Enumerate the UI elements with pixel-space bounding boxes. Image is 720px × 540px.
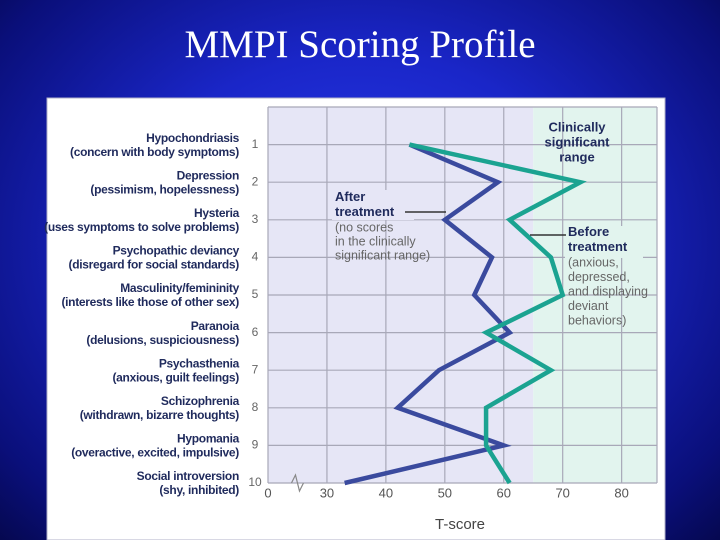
x-tick-label: 60 — [497, 485, 511, 500]
category-description: (withdrawn, bizarre thoughts) — [80, 408, 240, 422]
slide-title: MMPI Scoring Profile — [184, 23, 536, 66]
category-description: (anxious, guilt feelings) — [112, 370, 239, 384]
annotation: in the clinically — [335, 234, 416, 248]
category-description: (shy, inhibited) — [159, 483, 239, 497]
x-tick-label: 40 — [379, 485, 393, 500]
category-description: (interests like those of other sex) — [61, 295, 239, 309]
annotation: deviant — [568, 299, 609, 313]
annotation: range — [559, 149, 594, 164]
annotation: (no scores — [335, 220, 393, 234]
y-tick-label: 3 — [252, 212, 259, 226]
series-line — [408, 142, 587, 485]
category-description: (uses symptoms to solve problems) — [44, 220, 239, 234]
category-description: (overactive, excited, impulsive) — [71, 446, 239, 460]
legend-label: After treatment — [335, 189, 395, 219]
series-line — [344, 142, 514, 486]
x-tick-label: 80 — [614, 485, 628, 500]
category-description: (disregard for social standards) — [69, 258, 240, 272]
category-label: Psychopathic deviancy — [113, 244, 240, 258]
annotation: depressed, — [568, 270, 630, 284]
category-label: Hypochondriasis — [146, 131, 239, 145]
annotation: and displaying — [568, 284, 648, 298]
category-label: Depression — [177, 168, 239, 182]
annotation: behaviors) — [568, 313, 626, 327]
annotation: Clinically — [548, 119, 606, 134]
legend-bg — [332, 190, 414, 220]
axis-break — [290, 473, 305, 493]
y-tick-label: 1 — [252, 137, 259, 151]
y-tick-label: 2 — [252, 174, 259, 188]
annotation: (anxious, — [568, 255, 619, 269]
category-label: Paranoia — [191, 319, 240, 333]
category-label: Hypomania — [177, 432, 240, 446]
category-label: Masculinity/femininity — [120, 281, 239, 295]
x-tick-label: 30 — [320, 485, 334, 500]
x-axis-label: T-score — [435, 516, 485, 533]
y-tick-label: 10 — [248, 475, 262, 489]
category-label: Schizophrenia — [161, 394, 240, 408]
y-tick-label: 8 — [252, 400, 259, 414]
x-tick-label: 0 — [264, 485, 271, 500]
category-label: Psychasthenia — [159, 356, 240, 370]
y-tick-label: 7 — [252, 362, 259, 376]
category-label: Social introversion — [137, 469, 239, 483]
legend-bg — [565, 226, 643, 258]
x-tick-label: 70 — [555, 485, 569, 500]
annotation: significant — [544, 134, 610, 149]
category-label: Hysteria — [194, 206, 240, 220]
annotation: significant range) — [335, 248, 430, 262]
category-description: (concern with body symptoms) — [70, 145, 239, 159]
legend-label: Before treatment — [568, 224, 628, 254]
y-tick-label: 6 — [252, 325, 259, 339]
y-tick-label: 9 — [252, 438, 259, 452]
x-tick-label: 50 — [438, 485, 452, 500]
y-tick-label: 5 — [252, 287, 259, 301]
category-description: (pessimism, hopelessness) — [90, 182, 239, 196]
category-description: (delusions, suspiciousness) — [86, 333, 239, 347]
y-tick-label: 4 — [252, 250, 259, 264]
